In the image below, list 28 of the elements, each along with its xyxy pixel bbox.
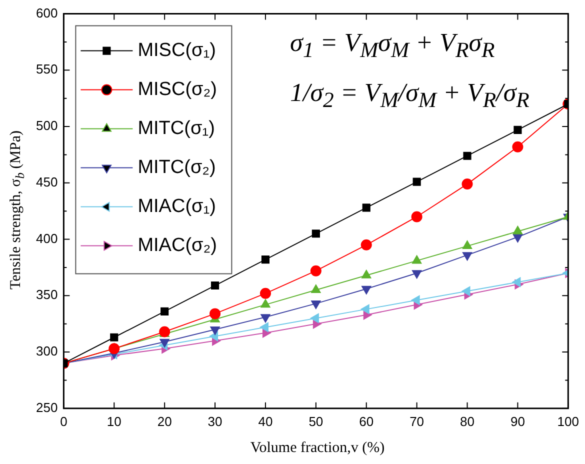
y-tick-label: 450 bbox=[36, 174, 58, 190]
x-axis-title: Volume fraction,v (%) bbox=[249, 440, 386, 457]
legend-label: MISC(σ₁) bbox=[138, 40, 216, 62]
x-tick-label: 30 bbox=[208, 414, 222, 429]
y-tick-label: 350 bbox=[36, 287, 58, 302]
text: σ$_{1}$ = V$_{M}$σ$_{M}$ + V$_{R}$σ$_{R}$ bbox=[290, 28, 495, 62]
x-tick-label: 80 bbox=[460, 414, 474, 429]
x-tick-label: 20 bbox=[157, 414, 172, 429]
x-tick-label: 40 bbox=[258, 414, 273, 429]
legend-label: MIAC(σ₂) bbox=[138, 235, 217, 256]
text: 1/σ$_{2}$ = V$_{M}$/σ$_{M}$ + V$_{R}$/σ$_{R}$ bbox=[290, 78, 530, 112]
y-tick-label: 300 bbox=[36, 344, 58, 359]
legend-label: MITC(σ₁) bbox=[138, 118, 215, 140]
x-tick-label: 100 bbox=[557, 414, 580, 429]
x-tick-label: 0 bbox=[60, 414, 68, 429]
legend-label: MISC(σ₂) bbox=[138, 79, 217, 100]
y-tick-label: 400 bbox=[36, 230, 58, 246]
x-tick-label: 10 bbox=[106, 414, 122, 429]
y-tick-label: 600 bbox=[36, 5, 58, 20]
legend-label: MIAC(σ₁) bbox=[138, 196, 216, 218]
x-tick-label: 60 bbox=[359, 414, 374, 429]
x-tick-label: 70 bbox=[410, 414, 424, 429]
y-tick-label: 550 bbox=[36, 62, 58, 77]
x-tick-label: 50 bbox=[308, 414, 324, 429]
x-tick-label: 90 bbox=[510, 414, 525, 429]
y-tick-label: 250 bbox=[36, 400, 58, 415]
legend-label: MITC(σ₂) bbox=[138, 157, 216, 178]
y-tick-label: 500 bbox=[36, 118, 58, 134]
